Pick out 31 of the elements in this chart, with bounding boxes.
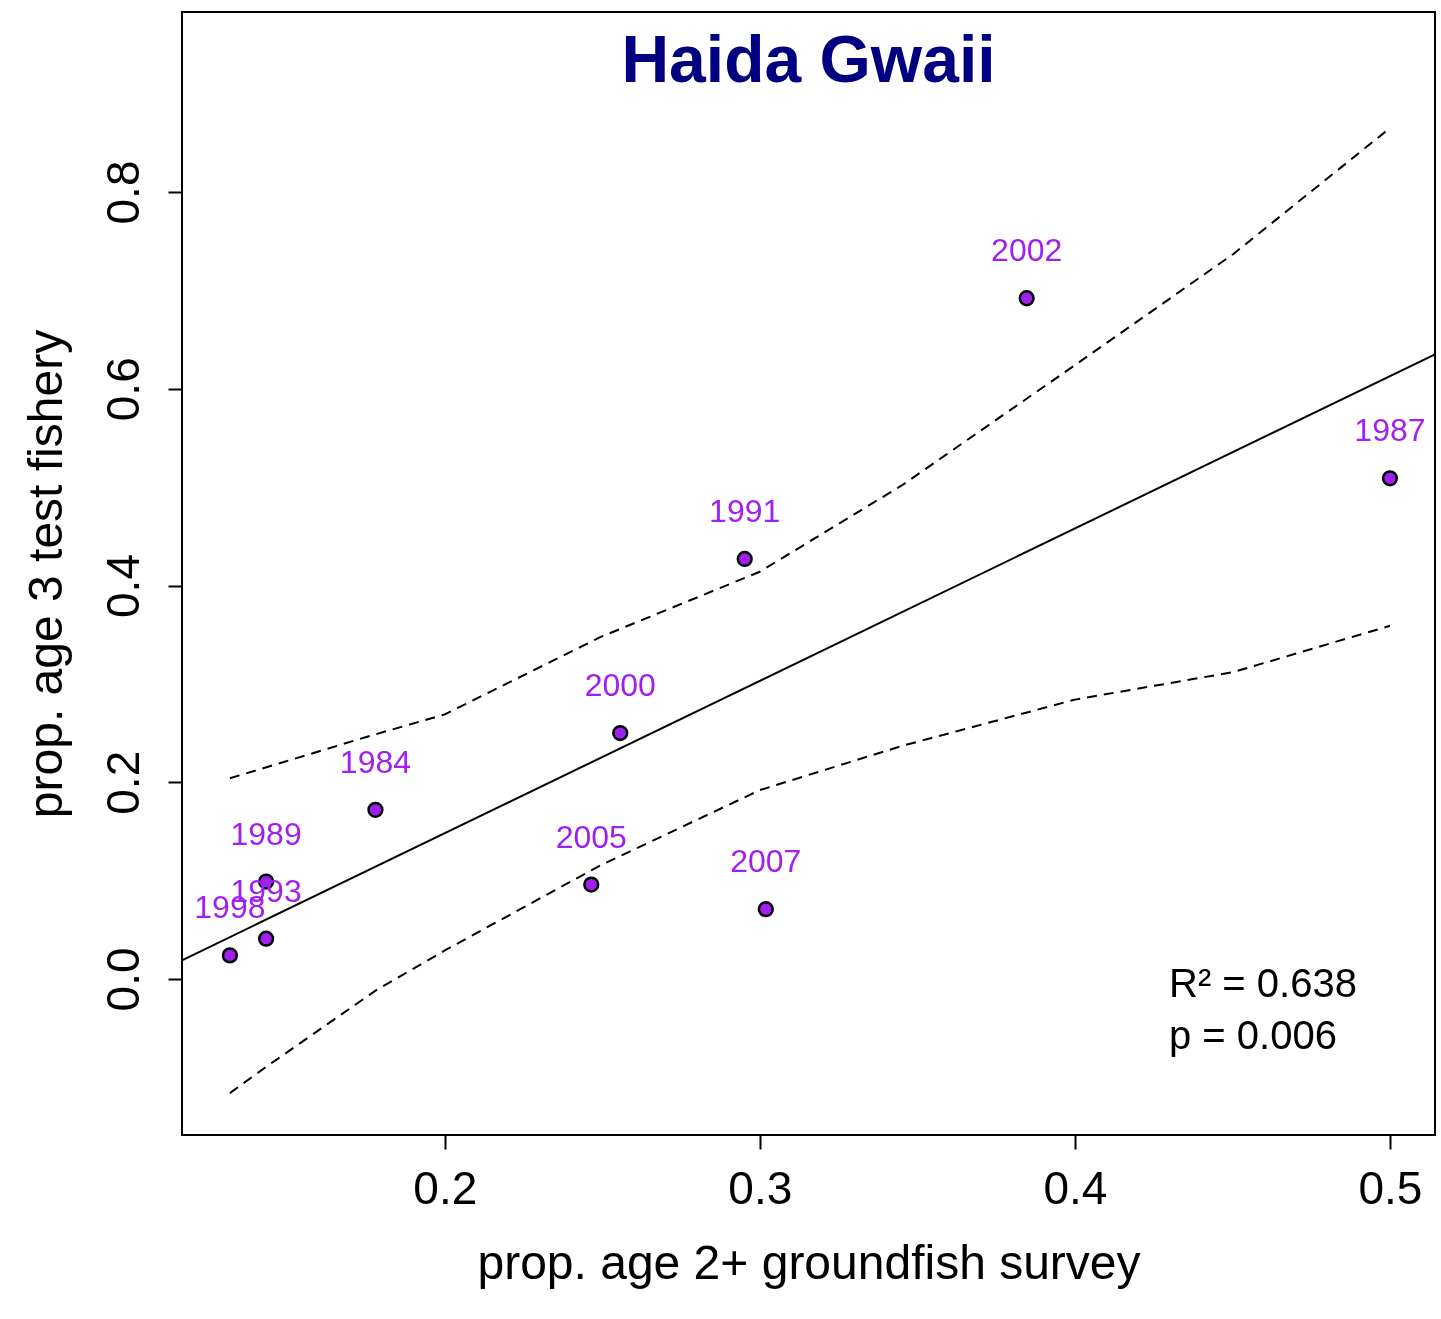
- point: [757, 901, 774, 918]
- y-tick-label: 0.2: [96, 750, 149, 815]
- annotation: 2005: [555, 818, 627, 855]
- point: [612, 724, 629, 742]
- annotation: 1991: [709, 492, 781, 529]
- annotation: p = 0.006: [1169, 1013, 1337, 1057]
- x-tick-label: 0.3: [728, 1161, 793, 1214]
- point: [257, 930, 275, 947]
- annotation: 2007: [730, 843, 802, 880]
- point: [221, 947, 239, 964]
- y-tick-label: 0.8: [96, 160, 149, 225]
- annotation: 2000: [584, 667, 656, 704]
- point: [367, 801, 384, 818]
- x-tick-label: 0.4: [1043, 1161, 1108, 1214]
- y-tick-label: 0.4: [96, 554, 149, 618]
- x-tick-label: 0.5: [1358, 1161, 1423, 1214]
- point: [736, 550, 753, 568]
- annotation: 1987: [1354, 412, 1426, 449]
- annotation: R² = 0.638: [1169, 961, 1357, 1005]
- y-tick-label: 0.0: [96, 947, 149, 1012]
- x-axis-title: prop. age 2+ groundfish survey: [477, 1235, 1141, 1289]
- annotation: 2002: [991, 232, 1063, 269]
- y-axis-title: prop. age 3 test fishery: [18, 329, 72, 819]
- point: [1381, 470, 1399, 487]
- x-tick-label: 0.2: [413, 1161, 478, 1214]
- chart-title: Haida Gwaii: [621, 22, 996, 96]
- y-tick-label: 0.6: [96, 357, 149, 422]
- point: [583, 876, 600, 893]
- annotation: 1984: [339, 743, 412, 780]
- annotation: 1989: [230, 815, 302, 852]
- point: [1018, 290, 1035, 307]
